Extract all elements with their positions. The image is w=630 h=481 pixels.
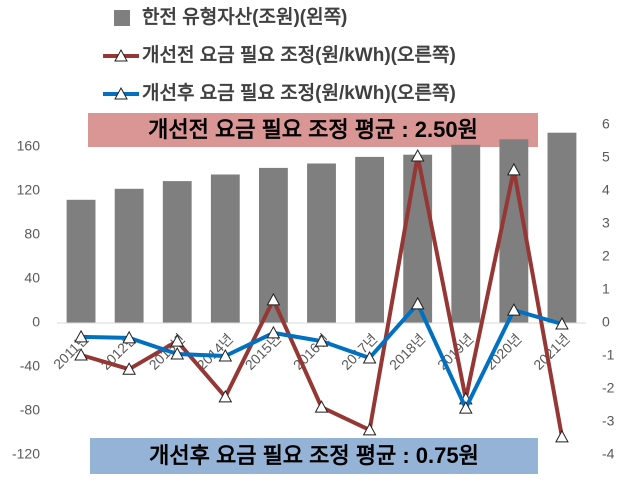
marker	[362, 350, 377, 364]
marker	[122, 330, 136, 344]
y2-tick-label: 1	[602, 281, 610, 297]
marker	[555, 429, 569, 443]
legend-marker	[114, 86, 128, 100]
y-tick-label: 120	[17, 182, 41, 198]
bar	[210, 174, 240, 323]
bar	[307, 163, 336, 323]
marker	[266, 292, 281, 306]
annotation: 개선전 요금 필요 조정 평균 : 2.50원	[148, 117, 478, 142]
marker	[266, 325, 281, 339]
legend-marker	[114, 48, 128, 62]
y-tick-label: 160	[17, 138, 41, 154]
marker	[218, 348, 233, 362]
y2-tick-label: 3	[602, 215, 610, 231]
annotation: 개선후 요금 필요 조정 평균 : 0.75원	[149, 443, 479, 468]
marker	[507, 303, 521, 316]
y2-tick-label: 2	[602, 248, 610, 264]
marker	[74, 329, 88, 343]
y-tick-label: 80	[24, 226, 40, 242]
marker	[555, 316, 569, 330]
marker	[170, 346, 185, 360]
y2-tick-label: 6	[602, 116, 610, 132]
y2-tick-label: -3	[602, 413, 615, 429]
marker	[410, 296, 425, 310]
y-tick-label: -40	[20, 358, 40, 374]
y-tick-label: -80	[20, 402, 40, 418]
marker	[122, 362, 136, 375]
marker	[410, 148, 425, 162]
legend-label: 개선전 요금 필요 조정(원/kWh)(오른쪽)	[142, 44, 456, 66]
marker	[507, 162, 521, 176]
marker	[362, 422, 377, 436]
marker	[170, 334, 185, 347]
marker	[458, 401, 473, 414]
x-tick-label: 2021년	[530, 330, 572, 372]
y2-tick-label: 0	[602, 314, 610, 330]
x-tick-label: 2020년	[482, 330, 524, 372]
legend-label: 한전 유형자산(조원)(왼쪽)	[142, 6, 347, 28]
bar	[66, 199, 96, 323]
y-tick-label: 0	[32, 314, 40, 330]
y2-tick-label: 4	[602, 182, 610, 198]
x-tick-label: 2018년	[386, 330, 428, 372]
legend-swatch	[114, 10, 130, 26]
y2-tick-label: -1	[602, 347, 615, 363]
y-tick-label: 40	[24, 270, 40, 286]
legend-label: 개선후 요금 필요 조정(원/kWh)(오른쪽)	[142, 82, 456, 104]
bar	[355, 156, 385, 323]
marker	[314, 400, 329, 413]
bar	[451, 144, 481, 323]
annotation-box	[88, 113, 538, 147]
marker	[218, 389, 233, 403]
y2-tick-label: -2	[602, 380, 615, 396]
y-tick-label: -120	[12, 446, 40, 462]
marker	[314, 334, 329, 347]
y2-tick-label: -4	[602, 446, 615, 462]
marker	[74, 347, 88, 361]
bar	[114, 188, 144, 323]
bar	[403, 154, 433, 323]
y2-tick-label: 5	[602, 149, 610, 165]
bar	[162, 181, 192, 323]
annotation-box	[90, 438, 538, 474]
bar	[547, 132, 577, 323]
